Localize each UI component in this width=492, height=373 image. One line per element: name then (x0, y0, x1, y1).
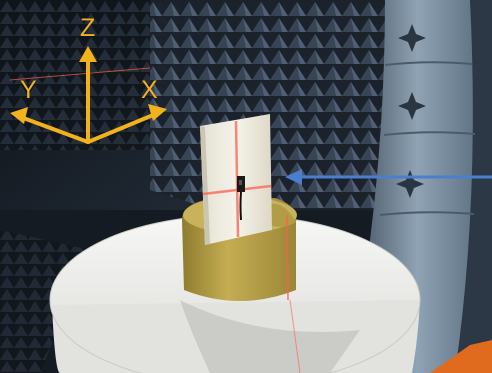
x-axis-label: X (141, 76, 158, 104)
incident-wave-arrowhead (285, 169, 302, 185)
coordinate-axes (16, 54, 160, 144)
axis-arrowheads (10, 46, 167, 124)
y-axis-label: Y (20, 76, 37, 104)
wall-seam (379, 211, 475, 216)
wall-seam (383, 131, 476, 136)
feed-cable (239, 191, 242, 221)
antenna-feed (239, 180, 242, 185)
laser-line-background (9, 67, 151, 81)
platform-shadow (180, 300, 360, 373)
wall-seam (384, 61, 473, 66)
antenna-substrate-edge (200, 126, 210, 245)
orange-object (430, 340, 492, 373)
x-arrowhead (148, 104, 167, 121)
laser-line-platform (289, 299, 301, 373)
y-axis-line (16, 114, 90, 144)
z-axis-label: Z (80, 14, 96, 42)
wall-markers (396, 24, 426, 198)
y-arrowhead (10, 107, 28, 124)
absorber-wall-far-right (455, 0, 492, 373)
laser-line-foam (286, 214, 289, 301)
x-axis-line (86, 111, 160, 144)
z-arrowhead (79, 46, 97, 62)
